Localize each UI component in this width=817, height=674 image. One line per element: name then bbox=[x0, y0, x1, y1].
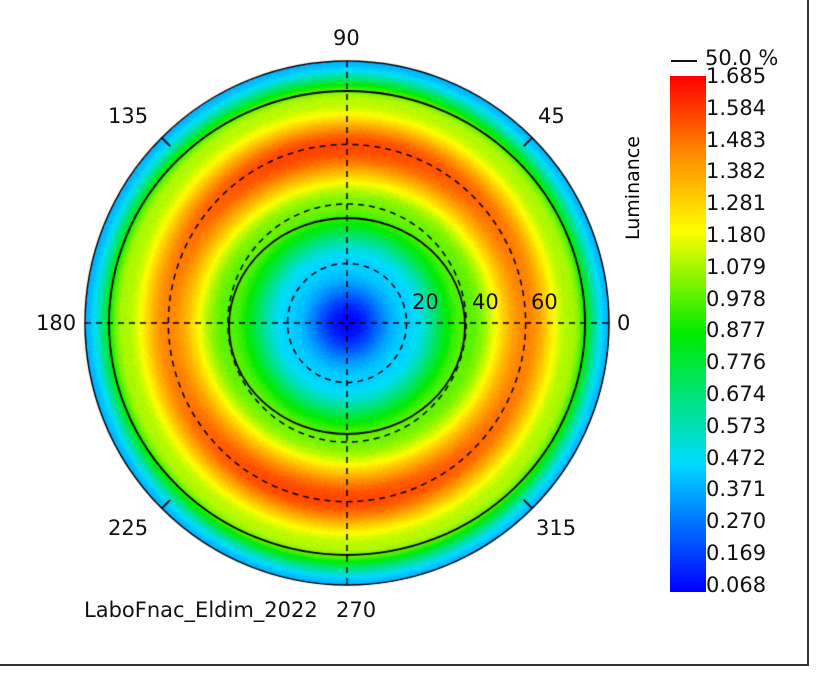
colorbar-tick: 0.877 bbox=[706, 320, 766, 341]
colorbar-tick: 0.068 bbox=[706, 575, 766, 596]
angle-label-90: 90 bbox=[333, 28, 360, 49]
colorbar-tick: 0.674 bbox=[706, 384, 766, 405]
colorbar-tick: 0.169 bbox=[706, 543, 766, 564]
angle-label-225: 225 bbox=[108, 518, 148, 539]
colorbar-tick: 0.978 bbox=[706, 289, 766, 310]
colorbar-tick: 1.281 bbox=[706, 193, 766, 214]
colorbar-tick: 1.382 bbox=[706, 161, 766, 182]
radial-label-40: 40 bbox=[472, 292, 499, 313]
colorbar-label: Luminance bbox=[622, 136, 644, 240]
colorbar-tick: 0.371 bbox=[706, 479, 766, 500]
contour-legend-line bbox=[671, 60, 697, 62]
colorbar-tick: 1.180 bbox=[706, 225, 766, 246]
colorbar-tick: 0.472 bbox=[706, 448, 766, 469]
angle-label-315: 315 bbox=[536, 518, 576, 539]
angle-label-135: 135 bbox=[108, 106, 148, 127]
angle-label-45: 45 bbox=[538, 106, 565, 127]
radial-label-20: 20 bbox=[412, 292, 439, 313]
angle-label-0: 0 bbox=[617, 313, 630, 334]
colorbar-tick: 0.270 bbox=[706, 511, 766, 532]
colorbar-tick: 1.483 bbox=[706, 130, 766, 151]
colorbar bbox=[670, 76, 706, 592]
colorbar-tick: 1.079 bbox=[706, 257, 766, 278]
colorbar-tick: 1.584 bbox=[706, 98, 766, 119]
radial-label-60: 60 bbox=[531, 292, 558, 313]
colorbar-tick: 0.573 bbox=[706, 416, 766, 437]
angle-label-270: 270 bbox=[336, 600, 376, 621]
chart-title: LaboFnac_Eldim_2022 bbox=[84, 600, 318, 621]
colorbar-tick: 1.685 bbox=[706, 66, 766, 87]
angle-label-180: 180 bbox=[36, 313, 76, 334]
colorbar-tick: 0.776 bbox=[706, 352, 766, 373]
